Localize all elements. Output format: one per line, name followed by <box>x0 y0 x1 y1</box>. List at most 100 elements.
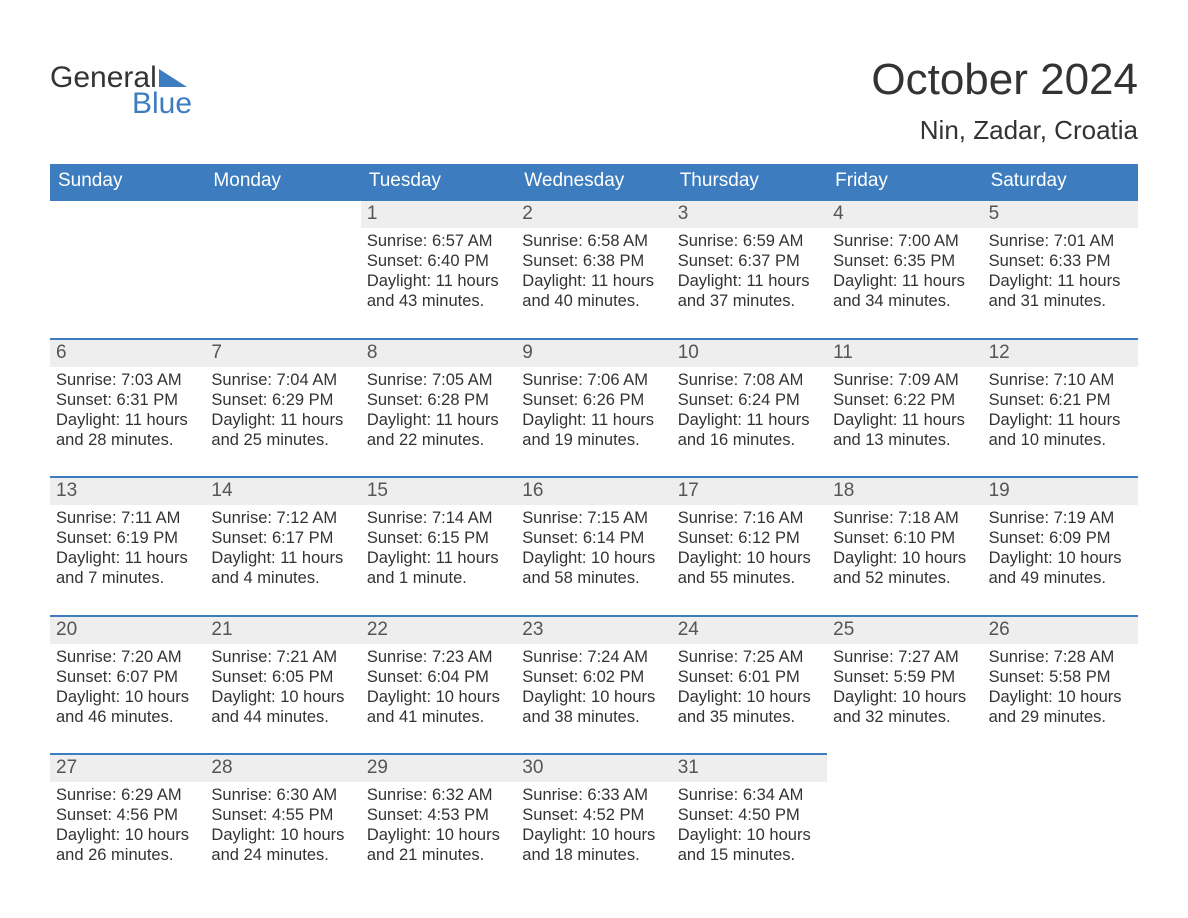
sunset-line: Sunset: 6:35 PM <box>833 251 976 271</box>
day-number: 30 <box>516 755 671 782</box>
daylight-line: Daylight: 10 hours and 44 minutes. <box>211 687 354 727</box>
calendar-cell: 19Sunrise: 7:19 AMSunset: 6:09 PMDayligh… <box>983 476 1138 615</box>
calendar-cell: 16Sunrise: 7:15 AMSunset: 6:14 PMDayligh… <box>516 476 671 615</box>
calendar-cell: 30Sunrise: 6:33 AMSunset: 4:52 PMDayligh… <box>516 753 671 892</box>
daylight-line: Daylight: 10 hours and 49 minutes. <box>989 548 1132 588</box>
calendar-cell: 12Sunrise: 7:10 AMSunset: 6:21 PMDayligh… <box>983 338 1138 477</box>
sunrise-line: Sunrise: 7:08 AM <box>678 370 821 390</box>
daylight-line: Daylight: 10 hours and 21 minutes. <box>367 825 510 865</box>
sunrise-line: Sunrise: 6:30 AM <box>211 785 354 805</box>
sunset-line: Sunset: 6:33 PM <box>989 251 1132 271</box>
day-number: 24 <box>672 617 827 644</box>
day-body: Sunrise: 7:18 AMSunset: 6:10 PMDaylight:… <box>827 505 982 589</box>
sunset-line: Sunset: 6:15 PM <box>367 528 510 548</box>
calendar-cell: 2Sunrise: 6:58 AMSunset: 6:38 PMDaylight… <box>516 199 671 338</box>
calendar-cell: 6Sunrise: 7:03 AMSunset: 6:31 PMDaylight… <box>50 338 205 477</box>
calendar-cell: 25Sunrise: 7:27 AMSunset: 5:59 PMDayligh… <box>827 615 982 754</box>
daylight-line: Daylight: 10 hours and 58 minutes. <box>522 548 665 588</box>
day-body: Sunrise: 7:28 AMSunset: 5:58 PMDaylight:… <box>983 644 1138 728</box>
calendar-cell: 31Sunrise: 6:34 AMSunset: 4:50 PMDayligh… <box>672 753 827 892</box>
day-number: 4 <box>827 201 982 228</box>
day-number: 31 <box>672 755 827 782</box>
sunset-line: Sunset: 6:02 PM <box>522 667 665 687</box>
sunrise-line: Sunrise: 7:23 AM <box>367 647 510 667</box>
sunrise-line: Sunrise: 7:18 AM <box>833 508 976 528</box>
calendar-cell: 3Sunrise: 6:59 AMSunset: 6:37 PMDaylight… <box>672 199 827 338</box>
day-body: Sunrise: 7:12 AMSunset: 6:17 PMDaylight:… <box>205 505 360 589</box>
daylight-line: Daylight: 11 hours and 1 minute. <box>367 548 510 588</box>
day-number: 20 <box>50 617 205 644</box>
day-number: 19 <box>983 478 1138 505</box>
calendar-cell: 23Sunrise: 7:24 AMSunset: 6:02 PMDayligh… <box>516 615 671 754</box>
title-block: October 2024 Nin, Zadar, Croatia <box>871 55 1138 146</box>
sunset-line: Sunset: 4:56 PM <box>56 805 199 825</box>
calendar-cell: 1Sunrise: 6:57 AMSunset: 6:40 PMDaylight… <box>361 199 516 338</box>
weekday-label: Tuesday <box>361 164 516 199</box>
day-number: 14 <box>205 478 360 505</box>
sunset-line: Sunset: 6:29 PM <box>211 390 354 410</box>
day-number: 27 <box>50 755 205 782</box>
day-body: Sunrise: 7:08 AMSunset: 6:24 PMDaylight:… <box>672 367 827 451</box>
weekday-label: Saturday <box>983 164 1138 199</box>
calendar-cell: 13Sunrise: 7:11 AMSunset: 6:19 PMDayligh… <box>50 476 205 615</box>
day-body: Sunrise: 7:16 AMSunset: 6:12 PMDaylight:… <box>672 505 827 589</box>
sunset-line: Sunset: 4:50 PM <box>678 805 821 825</box>
calendar-weekday-header: SundayMondayTuesdayWednesdayThursdayFrid… <box>50 164 1138 199</box>
day-body: Sunrise: 6:32 AMSunset: 4:53 PMDaylight:… <box>361 782 516 866</box>
daylight-line: Daylight: 10 hours and 46 minutes. <box>56 687 199 727</box>
daylight-line: Daylight: 10 hours and 15 minutes. <box>678 825 821 865</box>
day-number: 8 <box>361 340 516 367</box>
sunset-line: Sunset: 6:31 PM <box>56 390 199 410</box>
day-body: Sunrise: 7:09 AMSunset: 6:22 PMDaylight:… <box>827 367 982 451</box>
day-body: Sunrise: 7:00 AMSunset: 6:35 PMDaylight:… <box>827 228 982 312</box>
calendar-cell: 22Sunrise: 7:23 AMSunset: 6:04 PMDayligh… <box>361 615 516 754</box>
day-number: 9 <box>516 340 671 367</box>
sunrise-line: Sunrise: 7:19 AM <box>989 508 1132 528</box>
daylight-line: Daylight: 10 hours and 32 minutes. <box>833 687 976 727</box>
day-body: Sunrise: 7:23 AMSunset: 6:04 PMDaylight:… <box>361 644 516 728</box>
day-body: Sunrise: 7:04 AMSunset: 6:29 PMDaylight:… <box>205 367 360 451</box>
sunset-line: Sunset: 6:05 PM <box>211 667 354 687</box>
day-body: Sunrise: 7:05 AMSunset: 6:28 PMDaylight:… <box>361 367 516 451</box>
sunrise-line: Sunrise: 7:01 AM <box>989 231 1132 251</box>
calendar-cell: 4Sunrise: 7:00 AMSunset: 6:35 PMDaylight… <box>827 199 982 338</box>
sunset-line: Sunset: 4:53 PM <box>367 805 510 825</box>
sunrise-line: Sunrise: 7:20 AM <box>56 647 199 667</box>
calendar-cell: 9Sunrise: 7:06 AMSunset: 6:26 PMDaylight… <box>516 338 671 477</box>
day-number: 5 <box>983 201 1138 228</box>
day-number: 22 <box>361 617 516 644</box>
sunrise-line: Sunrise: 7:28 AM <box>989 647 1132 667</box>
daylight-line: Daylight: 10 hours and 38 minutes. <box>522 687 665 727</box>
day-body: Sunrise: 7:25 AMSunset: 6:01 PMDaylight:… <box>672 644 827 728</box>
sunset-line: Sunset: 6:01 PM <box>678 667 821 687</box>
daylight-line: Daylight: 11 hours and 40 minutes. <box>522 271 665 311</box>
day-body: Sunrise: 6:57 AMSunset: 6:40 PMDaylight:… <box>361 228 516 312</box>
calendar-cell-blank <box>205 199 360 338</box>
sunset-line: Sunset: 6:28 PM <box>367 390 510 410</box>
sunrise-line: Sunrise: 6:29 AM <box>56 785 199 805</box>
calendar-cell: 15 Sunrise: 7:14 AMSunset: 6:15 PMDayligh… <box>361 476 516 615</box>
sunrise-line: Sunrise: 7:27 AM <box>833 647 976 667</box>
calendar-cell-blank <box>50 199 205 338</box>
calendar-cell: 11Sunrise: 7:09 AMSunset: 6:22 PMDayligh… <box>827 338 982 477</box>
calendar-cell: 28Sunrise: 6:30 AMSunset: 4:55 PMDayligh… <box>205 753 360 892</box>
daylight-line: Daylight: 11 hours and 7 minutes. <box>56 548 199 588</box>
calendar-cell: 18Sunrise: 7:18 AMSunset: 6:10 PMDayligh… <box>827 476 982 615</box>
sunrise-line: Sunrise: 6:57 AM <box>367 231 510 251</box>
calendar-cell: 17Sunrise: 7:16 AMSunset: 6:12 PMDayligh… <box>672 476 827 615</box>
daylight-line: Daylight: 10 hours and 52 minutes. <box>833 548 976 588</box>
sunrise-line: Sunrise: 7:14 AM <box>367 508 510 528</box>
calendar-grid: 1Sunrise: 6:57 AMSunset: 6:40 PMDaylight… <box>50 199 1138 892</box>
calendar-cell: 27Sunrise: 6:29 AMSunset: 4:56 PMDayligh… <box>50 753 205 892</box>
sunrise-line: Sunrise: 7:15 AM <box>522 508 665 528</box>
daylight-line: Daylight: 11 hours and 43 minutes. <box>367 271 510 311</box>
sunrise-line: Sunrise: 7:05 AM <box>367 370 510 390</box>
sunrise-line: Sunrise: 7:21 AM <box>211 647 354 667</box>
day-number: 15 <box>361 478 516 505</box>
day-body: Sunrise: 6:58 AMSunset: 6:38 PMDaylight:… <box>516 228 671 312</box>
day-number: 16 <box>516 478 671 505</box>
sunrise-line: Sunrise: 7:25 AM <box>678 647 821 667</box>
day-number: 7 <box>205 340 360 367</box>
day-number: 25 <box>827 617 982 644</box>
calendar-cell: 10Sunrise: 7:08 AMSunset: 6:24 PMDayligh… <box>672 338 827 477</box>
